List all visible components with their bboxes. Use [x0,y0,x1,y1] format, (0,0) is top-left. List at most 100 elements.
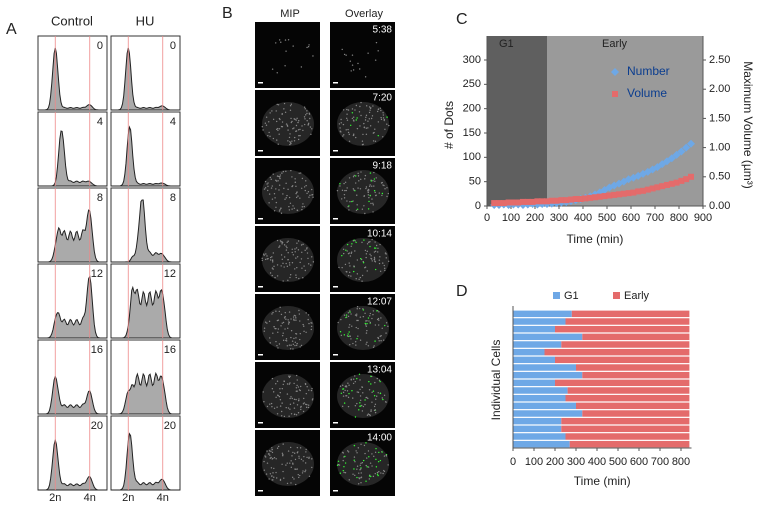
spot [363,126,366,128]
spot [279,177,281,180]
spot [293,136,296,139]
spot [378,262,381,265]
spot [268,202,270,204]
spot [357,327,359,330]
spot [311,256,313,258]
spot [346,250,348,252]
spot [336,464,339,466]
nucleus [337,306,389,350]
spot [351,108,354,110]
spot [356,465,359,467]
spot [376,377,378,380]
spot [299,261,301,264]
spot [304,108,306,110]
point [687,139,695,148]
spot [289,403,292,406]
spot [275,42,277,44]
spot [359,464,361,466]
spot [346,200,348,202]
spot [347,131,350,134]
spot [372,211,374,213]
spot [270,456,272,459]
spot [386,116,388,118]
spot [364,312,366,315]
spot [383,455,386,457]
spot [276,103,278,106]
spot [375,466,378,468]
spot [298,398,300,400]
spot [368,478,371,480]
spot [367,208,370,210]
spot [375,244,378,247]
spot [363,205,365,207]
spot [367,189,369,192]
spot [274,197,276,199]
bar-segment [513,318,566,325]
spot [312,55,314,57]
spot [356,338,358,340]
spot [294,178,296,180]
spot [364,403,366,406]
spot [375,447,377,450]
spot [374,180,376,183]
spot [290,121,293,124]
spot [345,316,347,319]
spot [373,455,375,458]
spot [295,257,297,259]
legend-swatch [553,292,560,299]
spot [308,196,310,198]
point [534,198,541,205]
spot [286,241,288,243]
spot [365,320,367,322]
spot [357,187,359,189]
spot [289,382,291,384]
panel-label: C [456,11,468,28]
nucleus [337,442,389,486]
spot [275,120,278,123]
spot [293,382,295,385]
spot [353,468,355,470]
spot [269,403,271,405]
spot [359,339,362,341]
spot [374,472,376,475]
spot [281,126,284,128]
spot [362,260,364,263]
spot [359,379,361,381]
spot [307,314,310,316]
scale-bar [333,150,338,152]
spot [342,384,344,387]
nucleus [337,102,389,146]
time-label: 10:14 [367,229,392,240]
spot [379,270,382,272]
spot [303,106,306,108]
spot [268,131,270,134]
bar-segment [576,364,690,371]
spot [289,397,291,400]
spot [356,259,359,261]
spot [306,248,308,250]
spot [294,458,297,461]
spot [308,475,311,477]
spot [264,456,267,458]
nucleus [262,374,314,418]
y-tick-label: 50 [469,176,481,188]
spot [347,451,350,453]
scale-bar [333,490,338,492]
spot [278,128,281,130]
spot [284,39,287,41]
histogram-frame [37,35,108,111]
spot [352,200,354,202]
spot [367,317,370,319]
spot [280,410,283,413]
spot [366,250,369,253]
bar-segment [513,425,562,433]
spot [263,469,266,471]
spot [377,251,379,253]
spot [367,413,370,415]
spot [345,249,347,251]
spot [264,122,267,124]
nucleus [337,238,389,282]
spot [378,451,380,454]
spot [368,320,370,322]
spot [267,453,270,455]
